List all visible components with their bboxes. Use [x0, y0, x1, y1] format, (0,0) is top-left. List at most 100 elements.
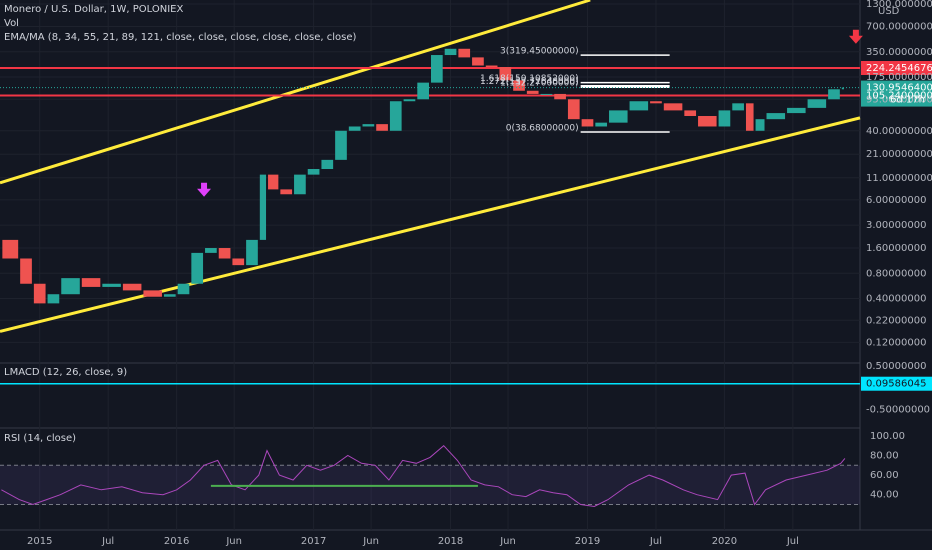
rsi-tick-label: 40.00 — [870, 490, 899, 501]
y-tick-label: 6.00000000 — [866, 195, 926, 206]
x-tick-label: Jun — [225, 536, 242, 547]
y-tick-label: 350.00000000 — [866, 47, 932, 58]
candle — [218, 248, 231, 259]
candle — [472, 57, 484, 66]
macd-tick-label: 0.50000000 — [866, 361, 926, 372]
candle — [841, 87, 844, 90]
macd-label: LMACD (12, 26, close, 9) — [4, 367, 127, 378]
candle — [61, 278, 80, 295]
y-tick-label: 1300.00000000 — [866, 0, 932, 10]
candle — [732, 103, 744, 111]
rsi-tick-label: 60.00 — [870, 470, 899, 481]
candle — [280, 189, 293, 195]
trendline — [0, 116, 861, 333]
x-tick-label: Jul — [649, 536, 662, 547]
y-tick-label: 0.22000000 — [866, 315, 926, 326]
candle — [20, 258, 32, 284]
arrow — [848, 29, 863, 44]
fib-label: 0(38.68000000) — [506, 123, 579, 133]
candle — [431, 55, 443, 83]
chart-title: Monero / U.S. Dollar, 1W, POLONIEX — [4, 4, 183, 15]
rsi-label: RSI (14, close) — [4, 433, 76, 444]
rsi-line — [1, 445, 846, 508]
candle — [650, 101, 662, 104]
x-tick-label: 2017 — [301, 536, 326, 547]
candle — [540, 93, 553, 95]
candle — [321, 159, 334, 170]
x-tick-label: Jun — [362, 536, 379, 547]
grid — [0, 0, 860, 530]
macd-tick-label: -0.50000000 — [866, 405, 930, 416]
candle — [102, 283, 121, 287]
x-tick-label: 2020 — [712, 536, 737, 547]
candle — [268, 174, 279, 190]
price-tag — [861, 60, 932, 75]
rsi-tick-label: 80.00 — [870, 450, 899, 461]
y-tick-label: 21.00000000 — [866, 149, 932, 160]
y-tick-label: 175.00000000 — [866, 72, 932, 83]
candle — [718, 110, 731, 127]
candle — [554, 93, 566, 100]
candle — [745, 103, 754, 131]
y-tick-label: 3.00000000 — [866, 220, 926, 231]
y-tick-label: 700.00000000 — [866, 22, 932, 33]
candle — [122, 283, 142, 291]
candle — [294, 174, 306, 195]
candle — [348, 126, 361, 131]
x-tick-label: Jul — [786, 536, 799, 547]
labels: Monero / U.S. Dollar, 1W, POLONIEX Vol E… — [4, 0, 932, 547]
price-tag-label: 105.24000000 — [866, 91, 932, 102]
candle — [47, 294, 60, 304]
candle — [33, 283, 46, 304]
candle — [444, 48, 457, 56]
candle — [595, 122, 608, 127]
candle — [246, 239, 258, 266]
candle — [828, 89, 840, 100]
y-tick-label: 0.40000000 — [866, 294, 926, 305]
candle — [663, 103, 683, 111]
candle — [205, 248, 217, 253]
candle — [567, 99, 580, 120]
x-tick-label: 2018 — [438, 536, 463, 547]
marks — [0, 0, 932, 508]
arrow — [197, 182, 212, 197]
y-tick-label: 0.12000000 — [866, 337, 926, 348]
macd-tag-label: 0.09586045 — [866, 379, 926, 390]
y-tick-label: 95.00000000 — [866, 94, 932, 105]
fib-label: 1.618(150.10852000) — [480, 74, 579, 84]
price-tag — [861, 376, 932, 391]
candle — [2, 239, 19, 259]
x-tick-label: 2015 — [27, 536, 52, 547]
price-tag-label: 224.24546761 — [866, 63, 932, 74]
candle — [335, 130, 347, 160]
currency-label: USD — [878, 6, 900, 17]
y-tick-label: 40.00000000 — [866, 126, 932, 137]
candle — [629, 101, 649, 111]
candle — [362, 124, 375, 127]
x-tick-label: 2019 — [575, 536, 600, 547]
price-tag — [861, 80, 932, 107]
candle — [259, 174, 267, 240]
x-tick-label: Jun — [499, 536, 516, 547]
y-tick-label: 1.60000000 — [866, 243, 926, 254]
candle — [191, 252, 204, 284]
candle — [609, 110, 628, 123]
candle — [499, 67, 512, 81]
x-tick-label: Jul — [101, 536, 114, 547]
fib-label: 1.272(137.72648000) — [480, 77, 579, 87]
candle — [376, 124, 388, 131]
candle — [684, 110, 697, 117]
candle — [458, 48, 471, 58]
candle — [143, 290, 162, 297]
candle — [163, 294, 176, 297]
fib-label: 3(319.45000000) — [500, 47, 579, 57]
trendline — [0, 0, 591, 185]
candle — [755, 119, 765, 131]
candle — [698, 116, 717, 127]
candle — [526, 90, 539, 94]
candle — [485, 65, 498, 68]
candle — [787, 107, 806, 114]
volume-label: Vol — [4, 18, 19, 29]
